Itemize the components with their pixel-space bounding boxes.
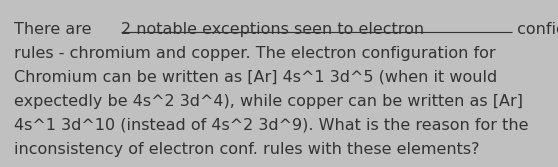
Text: There are: There are xyxy=(14,22,97,37)
Text: Chromium can be written as [Ar] 4s^1 3d^5 (when it would: Chromium can be written as [Ar] 4s^1 3d^… xyxy=(14,70,497,85)
Text: 4s^1 3d^10 (instead of 4s^2 3d^9). What is the reason for the: 4s^1 3d^10 (instead of 4s^2 3d^9). What … xyxy=(14,118,528,133)
Text: 2 notable exceptions seen to electron: 2 notable exceptions seen to electron xyxy=(121,22,424,37)
Text: expectedly be 4s^2 3d^4), while copper can be written as [Ar]: expectedly be 4s^2 3d^4), while copper c… xyxy=(14,94,523,109)
Text: rules - chromium and copper. The electron configuration for: rules - chromium and copper. The electro… xyxy=(14,46,496,61)
Text: configuration: configuration xyxy=(512,22,558,37)
Text: inconsistency of electron conf. rules with these elements?: inconsistency of electron conf. rules wi… xyxy=(14,142,479,157)
